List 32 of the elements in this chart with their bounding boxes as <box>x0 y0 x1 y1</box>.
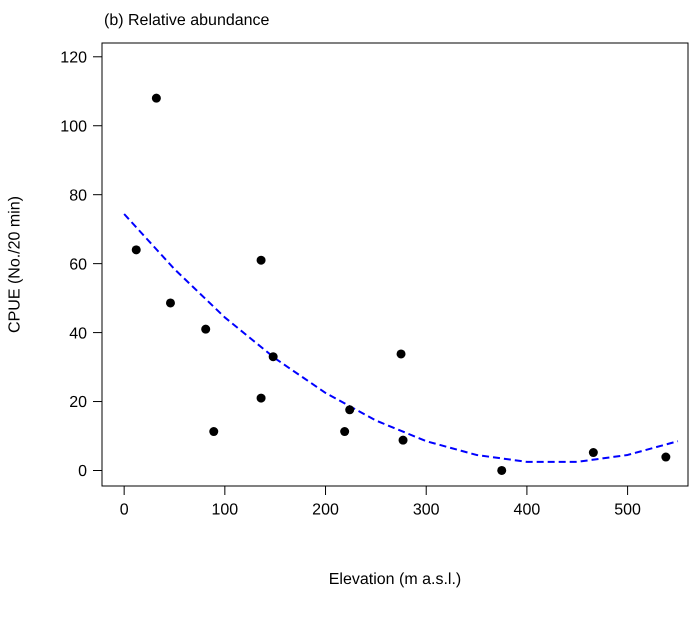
y-tick-label: 60 <box>69 256 88 274</box>
point <box>497 466 506 475</box>
point <box>588 448 598 458</box>
y-tick-label: 100 <box>60 118 88 136</box>
point <box>398 436 408 445</box>
x-tick-label: 300 <box>412 501 440 518</box>
point <box>396 349 406 358</box>
point <box>661 452 670 462</box>
x-tick-label: 400 <box>514 501 540 518</box>
y-tick-label: 40 <box>69 325 88 342</box>
point <box>152 94 161 103</box>
x-tick-label: 0 <box>120 501 129 518</box>
y-tick-label: 120 <box>60 49 88 66</box>
x-tick-label: 100 <box>211 501 238 518</box>
point <box>345 405 354 414</box>
line-series <box>123 212 679 463</box>
point <box>340 427 350 436</box>
x-tick-label: 500 <box>614 501 642 518</box>
x-axis-title: Elevation (m a.s.l.) <box>328 571 462 588</box>
y-tick-label: 0 <box>78 463 88 480</box>
point <box>256 394 266 403</box>
y-tick-label: 80 <box>69 187 88 204</box>
point <box>166 298 175 308</box>
point <box>209 427 218 436</box>
y-tick-label: 20 <box>69 394 88 412</box>
chart-title: (b) Relative abundance <box>104 12 270 30</box>
point <box>268 352 278 362</box>
point <box>201 324 210 334</box>
y-axis-title: CPUE (No./20 min) <box>6 196 24 333</box>
point <box>132 245 141 254</box>
x-tick-label: 200 <box>312 501 339 518</box>
point <box>256 256 266 265</box>
